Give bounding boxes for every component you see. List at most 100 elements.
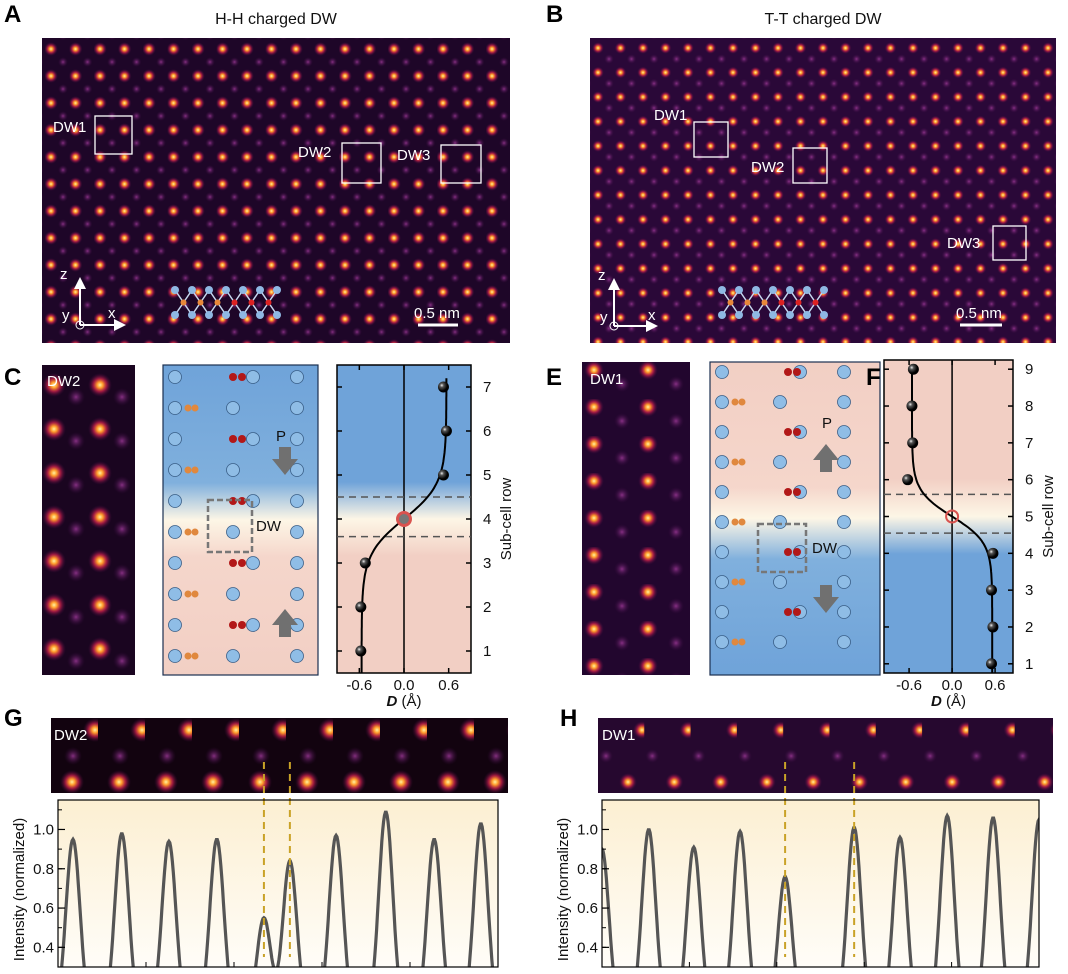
- cation-atom: [226, 401, 240, 415]
- dw2-zoom-image: [42, 365, 135, 675]
- y-axis-label: y: [62, 307, 70, 324]
- polarization-up-arrow-icon: [272, 609, 298, 637]
- orange-atom: [731, 578, 739, 586]
- cation-atom: [246, 432, 260, 446]
- cation-atom: [188, 311, 196, 319]
- red-atom: [784, 488, 792, 496]
- panel-letter-f: F: [866, 364, 881, 391]
- cation-atom: [246, 556, 260, 570]
- cation-atom: [222, 286, 230, 294]
- cation-atom: [222, 311, 230, 319]
- red-atom: [231, 299, 238, 306]
- cation-atom: [256, 311, 264, 319]
- orange-atom: [191, 404, 199, 412]
- cation-atom: [837, 425, 851, 439]
- y-tick-label: 9: [1025, 361, 1033, 378]
- cation-atom: [239, 286, 247, 294]
- cation-atom: [168, 649, 182, 663]
- red-atom: [812, 299, 819, 306]
- x-tick-label: 0.6: [438, 677, 459, 694]
- orange-atom: [184, 404, 192, 412]
- red-atom: [793, 608, 801, 616]
- y-tick-label: 0.8: [33, 861, 54, 878]
- y-tick-label: 6: [1025, 472, 1033, 489]
- orange-atom: [214, 299, 221, 306]
- orange-atom: [731, 518, 739, 526]
- red-atom: [238, 621, 246, 629]
- cation-atom: [837, 485, 851, 499]
- cation-atom: [168, 401, 182, 415]
- y-axis-label: Intensity (normalized): [555, 818, 572, 961]
- cation-atom: [168, 618, 182, 632]
- dw3-box: [992, 225, 1027, 261]
- y-tick-label: 0.6: [577, 900, 598, 917]
- red-atom: [793, 548, 801, 556]
- dw3-box: [440, 144, 482, 184]
- red-atom: [784, 608, 792, 616]
- cation-atom: [773, 575, 787, 589]
- cation-atom: [837, 515, 851, 529]
- red-atom: [229, 435, 237, 443]
- haadf-image-hh: [42, 38, 510, 343]
- orange-atom: [184, 528, 192, 536]
- cation-atom: [718, 311, 726, 319]
- dw-box: [206, 498, 254, 554]
- cation-atom: [837, 635, 851, 649]
- cation-atom: [290, 556, 304, 570]
- dw1-line-image: [598, 718, 1053, 793]
- chart-h: 0.4 0.6 0.8 1.0 Intensity (normalized): [555, 762, 1040, 968]
- x-axis-label: D (Å): [931, 693, 966, 710]
- orange-atom: [738, 398, 746, 406]
- data-point: [987, 621, 999, 633]
- red-atom: [784, 548, 792, 556]
- panel-letter-a: A: [4, 1, 21, 28]
- y-tick-label: 4: [483, 511, 491, 528]
- data-point: [906, 400, 918, 412]
- orange-atom: [761, 299, 768, 306]
- data-point: [986, 658, 997, 670]
- cation-atom: [837, 395, 851, 409]
- red-atom: [229, 373, 237, 381]
- cation-atom: [715, 425, 729, 439]
- cation-atom: [168, 463, 182, 477]
- dw1-box: [94, 115, 133, 155]
- orange-atom: [184, 590, 192, 598]
- cation-atom: [290, 432, 304, 446]
- cation-atom: [239, 311, 247, 319]
- y-tick-label: 1: [1025, 656, 1033, 673]
- cation-atom: [715, 395, 729, 409]
- cation-atom: [735, 311, 743, 319]
- red-atom: [238, 373, 246, 381]
- cation-atom: [773, 635, 787, 649]
- panel-b-title: T-T charged DW: [764, 11, 882, 28]
- cation-atom: [171, 286, 179, 294]
- cation-atom: [290, 370, 304, 384]
- cation-atom: [246, 370, 260, 384]
- cation-atom: [168, 587, 182, 601]
- orange-atom: [191, 652, 199, 660]
- chart-d: -0.6 0.0 0.6 1 2 3 4 5 6 7 D (Å) Sub-cell row: [336, 364, 515, 710]
- axis-indicator: z y x: [598, 267, 658, 332]
- orange-atom: [184, 652, 192, 660]
- dw1-box: [693, 121, 729, 158]
- image-label: DW1: [590, 371, 623, 388]
- x-axis-label: x: [108, 305, 116, 322]
- cation-atom: [168, 494, 182, 508]
- y-axis-label: Sub-cell row: [498, 478, 515, 561]
- y-axis-label: Sub-cell row: [1040, 475, 1057, 558]
- scale-bar-label: 0.5 nm: [956, 305, 1002, 322]
- dw2-label: DW2: [298, 144, 331, 161]
- polarization-label: P: [276, 428, 286, 445]
- dw-label: DW: [256, 518, 282, 535]
- red-atom: [784, 428, 792, 436]
- red-atom: [238, 435, 246, 443]
- cation-atom: [290, 494, 304, 508]
- data-point: [902, 474, 914, 486]
- red-atom: [248, 299, 255, 306]
- z-axis-label: z: [598, 267, 606, 284]
- y-tick-label: 0.6: [33, 900, 54, 917]
- cation-atom: [715, 545, 729, 559]
- center-data-point: [396, 511, 412, 527]
- y-tick-label: 0.4: [577, 939, 598, 956]
- cation-atom: [290, 525, 304, 539]
